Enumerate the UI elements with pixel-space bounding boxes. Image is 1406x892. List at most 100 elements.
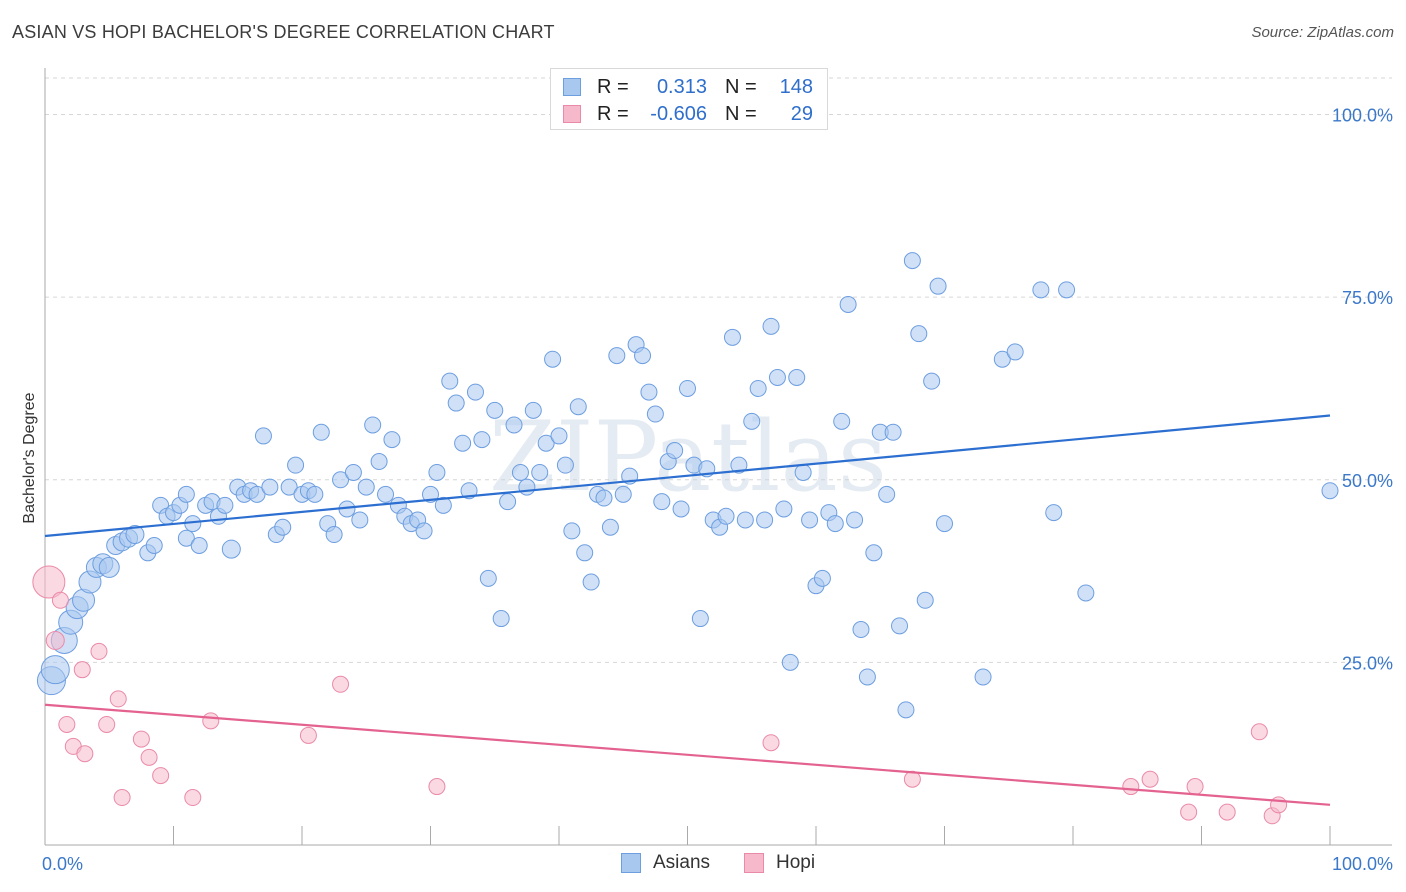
asian-point — [280, 478, 298, 496]
x-tick-label: 100.0% — [1332, 854, 1393, 874]
correlation-legend: R = 0.313 N = 148 R = -0.606 N = 29 — [550, 68, 828, 130]
asian-point — [878, 485, 896, 503]
asian-point — [903, 252, 921, 270]
asian-point — [891, 617, 909, 635]
hopi-point — [299, 726, 317, 744]
asian-point — [563, 522, 581, 540]
asian-point — [177, 485, 195, 503]
asian-point — [717, 507, 735, 525]
n-label: N = — [725, 75, 757, 98]
hopi-point — [332, 675, 350, 693]
asian-swatch — [621, 853, 641, 873]
hopi-point — [73, 661, 91, 679]
y-axis-label: Bachelor's Degree — [21, 392, 38, 523]
hopi-point — [76, 745, 94, 763]
asian-point — [98, 556, 120, 578]
asian-point — [550, 427, 568, 445]
asian-point — [312, 423, 330, 441]
asian-point — [916, 591, 934, 609]
asian-point — [723, 328, 741, 346]
trend-lines — [44, 414, 1331, 806]
asian-point — [190, 537, 208, 555]
asian-points — [36, 252, 1339, 719]
hopi-point — [184, 789, 202, 807]
asian-point — [884, 423, 902, 441]
hopi-point — [1122, 778, 1140, 796]
r-label: R = — [597, 102, 629, 125]
hopi-point — [51, 591, 69, 609]
asian-point — [743, 412, 761, 430]
hopi-point — [1270, 796, 1288, 814]
asian-point — [216, 496, 234, 514]
asian-point — [569, 398, 587, 416]
source-label: Source: ZipAtlas.com — [1251, 24, 1394, 41]
asian-point — [672, 500, 690, 518]
asian-point — [923, 372, 941, 390]
asian-point — [125, 525, 145, 545]
asian-point — [306, 485, 324, 503]
asian-point — [248, 485, 266, 503]
asian-point — [479, 569, 497, 587]
asian-point — [254, 427, 272, 445]
asian-point — [897, 701, 915, 719]
hopi-point — [152, 767, 170, 785]
asian-point — [775, 500, 793, 518]
asian-point — [852, 621, 870, 639]
asian-point — [826, 515, 844, 533]
asian-point — [614, 485, 632, 503]
series-legend: Asians Hopi — [0, 852, 1406, 876]
asian-point — [415, 522, 433, 540]
asian-point — [145, 537, 163, 555]
asian-point — [640, 383, 658, 401]
asian-point — [1321, 482, 1339, 500]
hopi-point — [45, 630, 65, 650]
hopi-point — [109, 690, 127, 708]
asian-point — [447, 394, 465, 412]
asian-point — [858, 668, 876, 686]
hopi-point — [762, 734, 780, 752]
n-value: 29 — [790, 102, 813, 125]
legend-label-hopi: Hopi — [776, 852, 816, 873]
asian-point — [287, 456, 305, 474]
asian-point — [582, 573, 600, 591]
asian-point — [1058, 281, 1076, 299]
hopi-point — [428, 778, 446, 796]
asian-point — [486, 401, 504, 419]
asian-point — [261, 478, 279, 496]
asian-point — [730, 456, 748, 474]
asian-point — [646, 405, 664, 423]
hopi-point — [98, 715, 116, 733]
asian-point — [634, 347, 652, 365]
hopi-point — [32, 565, 66, 599]
hopi-trend-line — [44, 703, 1331, 806]
asian-point — [370, 453, 388, 470]
legend-item-asians[interactable]: Asians — [621, 852, 710, 874]
asian-point — [781, 653, 799, 671]
asian-point — [221, 539, 241, 559]
asian-point — [332, 471, 350, 489]
asian-point — [595, 489, 613, 507]
asian-point — [325, 526, 343, 544]
asian-point — [936, 515, 953, 533]
hopi-swatch — [563, 105, 581, 123]
asian-point — [865, 544, 883, 562]
hopi-point — [90, 642, 108, 660]
asian-point — [454, 434, 472, 452]
legend-item-hopi[interactable]: Hopi — [744, 852, 815, 874]
asian-point — [608, 347, 626, 365]
hopi-point — [132, 730, 150, 748]
tick-labels: 25.0% 50.0% 75.0% 100.0% 0.0% 100.0% — [42, 106, 1393, 874]
r-label: R = — [597, 75, 629, 98]
asian-point — [846, 511, 864, 529]
asian-point — [537, 434, 555, 452]
hopi-point — [58, 715, 76, 733]
asian-point — [441, 372, 459, 390]
x-tick-label: 0.0% — [42, 854, 83, 874]
hopi-swatch — [744, 853, 764, 873]
chart-title: ASIAN VS HOPI BACHELOR'S DEGREE CORRELAT… — [12, 22, 555, 42]
y-tick-label: 75.0% — [1342, 288, 1393, 308]
asian-point — [505, 416, 523, 434]
hopi-point — [202, 712, 220, 730]
y-tick-label: 25.0% — [1342, 653, 1393, 673]
asian-point — [556, 456, 574, 474]
